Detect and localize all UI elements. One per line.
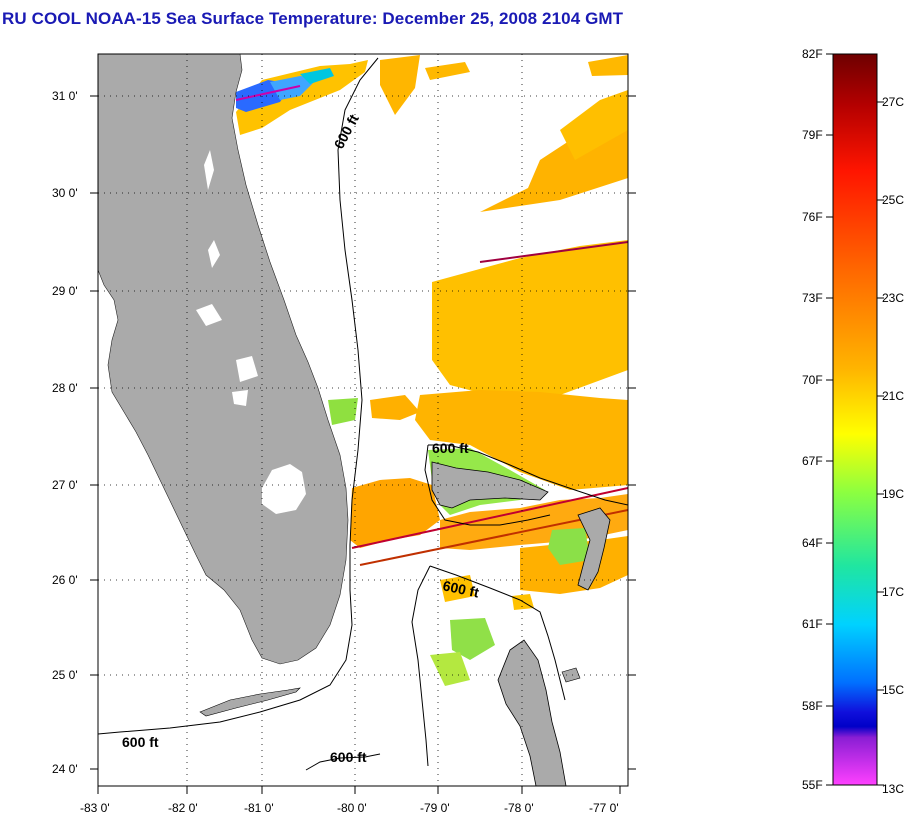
colorbar-f-label: 82F [802, 47, 823, 61]
colorbar-f-label: 58F [802, 699, 823, 713]
colorbar-f-label: 61F [802, 617, 823, 631]
contour-bahamas-inner [424, 444, 551, 526]
contour-label: 600 ft [432, 440, 469, 456]
sst-patch [380, 55, 420, 115]
colorbar-f-label: 64F [802, 536, 823, 550]
florida-land [98, 54, 349, 665]
lon-tick-label: -83 0' [80, 801, 110, 815]
sst-patch [236, 60, 368, 135]
berry-islands [561, 667, 581, 683]
lat-tick-label: 28 0' [52, 381, 78, 395]
page-title: RU COOL NOAA-15 Sea Surface Temperature:… [2, 9, 624, 28]
contour-label: 600 ft [331, 111, 362, 151]
lake-okeechobee [262, 464, 306, 514]
depth-contours [98, 57, 628, 771]
colorbar-c-label: 27C [882, 95, 904, 109]
lat-tick-label: 27 0' [52, 478, 78, 492]
contour-tongue [411, 565, 431, 767]
colorbar-c-label: 15C [882, 683, 904, 697]
sst-patch [370, 395, 420, 420]
sst-patch [328, 398, 358, 425]
colorbar-c-label: 19C [882, 487, 904, 501]
lat-tick-label: 26 0' [52, 573, 78, 587]
colorbar-c-label: 23C [882, 291, 904, 305]
sst-patch [432, 240, 628, 398]
grand-bahama [431, 461, 549, 509]
lon-tick-label: -79 0' [420, 801, 450, 815]
sst-patch [415, 390, 628, 490]
sst-patch [425, 62, 470, 80]
colorbar-f-label: 67F [802, 454, 823, 468]
color-bar: 82F 79F 76F 73F 70F 67F 64F 61F 58F 55F … [802, 47, 904, 796]
sst-patch [588, 55, 628, 76]
sst-patch [300, 68, 334, 84]
lat-tick-label: 24 0' [52, 762, 78, 776]
lat-tick-label: 29 0' [52, 284, 78, 298]
sst-patch [560, 90, 628, 160]
colorbar-c-label: 21C [882, 389, 904, 403]
colorbar-f-label: 70F [802, 373, 823, 387]
sst-patch [548, 528, 590, 565]
contour-east-florida [98, 57, 379, 735]
andros [497, 639, 567, 786]
sst-patch [350, 478, 440, 548]
lon-labels: -83 0' -82 0' -81 0' -80 0' -79 0' -78 0… [80, 801, 619, 815]
lat-tick-label: 30 0' [52, 186, 78, 200]
contour-label: 600 ft [330, 749, 367, 765]
lon-tick-label: -77 0' [589, 801, 619, 815]
colorbar-c-label: 17C [882, 585, 904, 599]
colorbar-f-label: 79F [802, 128, 823, 142]
sst-patch [440, 575, 475, 602]
lon-tick-label: -82 0' [168, 801, 198, 815]
lat-tick-label: 25 0' [52, 668, 78, 682]
lon-tick-label: -80 0' [337, 801, 367, 815]
abaco [577, 507, 611, 591]
keys [199, 687, 301, 717]
colorbar-c-label: 25C [882, 193, 904, 207]
contour-south [305, 753, 381, 771]
land [98, 54, 611, 786]
sst-patch [430, 652, 470, 686]
lat-tick-label: 31 0' [52, 89, 78, 103]
map-grid [90, 53, 636, 794]
colorbar-c-label: 13C [882, 782, 904, 796]
contour-bahamas-south [429, 565, 566, 701]
lon-tick-label: -78 0' [504, 801, 534, 815]
lat-labels: 31 0' 30 0' 29 0' 28 0' 27 0' 26 0' 25 0… [52, 89, 78, 776]
lon-tick-label: -81 0' [244, 801, 274, 815]
color-bar-gradient [832, 53, 878, 786]
contour-label: 600 ft [122, 734, 159, 750]
colorbar-f-label: 76F [802, 210, 823, 224]
contour-bahamas-north [428, 444, 628, 506]
colorbar-f-label: 73F [802, 291, 823, 305]
contour-label: 600 ft [441, 577, 480, 600]
sst-patch [450, 618, 495, 660]
colorbar-f-label: 55F [802, 778, 823, 792]
